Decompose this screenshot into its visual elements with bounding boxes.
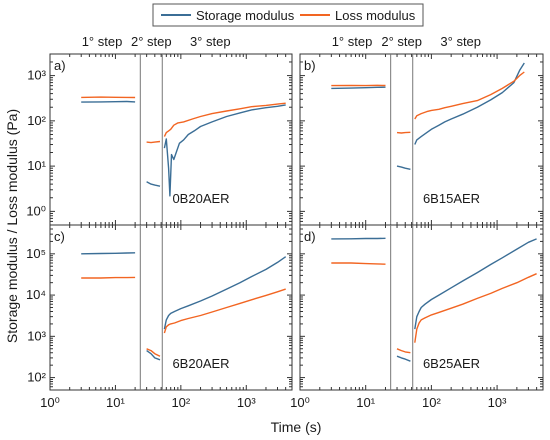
x-tick-label: 10⁰ [40, 395, 60, 410]
panel-3: 10⁰ 10¹ 10² 10³ 10² 10³ 10⁴ 10⁵ c) 6B20AER [26, 224, 293, 410]
y-tick-label: 10⁴ [26, 287, 46, 302]
loss-modulus-series-step-3 [163, 288, 286, 334]
storage-modulus-series-step-3 [414, 62, 525, 145]
panel-frame [299, 53, 544, 226]
step-label-1: 1° step [82, 34, 123, 49]
storage-modulus-series-step-2 [396, 165, 411, 170]
storage-modulus-series-step-3 [163, 104, 286, 197]
panel-letter: d) [304, 229, 316, 244]
loss-modulus-series-step-3 [414, 71, 525, 120]
y-tick-label: 10³ [27, 68, 46, 83]
loss-modulus-series-step-2 [396, 348, 411, 354]
loss-modulus-series-step-2 [396, 131, 411, 134]
step-label-1: 1° step [332, 34, 373, 49]
panel-frame [49, 224, 293, 391]
x-tick-label: 10¹ [356, 395, 375, 410]
legend-storage-label: Storage modulus [196, 8, 295, 23]
step-label-3: 3° step [190, 34, 231, 49]
x-tick-label: 10³ [237, 395, 256, 410]
storage-modulus-series-step-2 [396, 355, 411, 362]
storage-modulus-series-step-2 [146, 350, 161, 361]
storage-modulus-series-step-1 [331, 237, 386, 240]
panel-letter: a) [54, 58, 66, 73]
y-tick-label: 10³ [27, 328, 46, 343]
storage-modulus-series-step-1 [81, 252, 136, 255]
panel-2: 1° step 2° step 3° step b) 6B15AER [299, 34, 544, 226]
loss-modulus-series-step-2 [146, 140, 161, 144]
storage-modulus-series-step-3 [163, 256, 287, 330]
y-tick-label: 10² [27, 370, 46, 385]
sample-label: 6B25AER [423, 356, 480, 371]
storage-modulus-series-step-3 [414, 238, 537, 330]
step-label-2: 2° step [131, 34, 172, 49]
x-tick-label: 10⁰ [290, 395, 310, 410]
step-label-3: 3° step [440, 34, 481, 49]
loss-modulus-series-step-2 [146, 348, 161, 357]
storage-modulus-series-step-1 [331, 86, 386, 90]
sample-label: 6B20AER [172, 356, 229, 371]
sample-label: 6B15AER [423, 191, 480, 206]
storage-modulus-series-step-2 [146, 181, 161, 187]
y-axis-title: Storage modulus / Loss modulus (Pa) [4, 109, 20, 343]
panel-1: 10⁰ 10¹ 10² 10³ 1° step 2° step 3° step a) 0B20A… [26, 34, 293, 226]
panel-letter: c) [54, 229, 65, 244]
y-tick-label: 10⁰ [26, 203, 46, 218]
x-tick-label: 10² [171, 395, 190, 410]
loss-modulus-series-step-1 [81, 276, 136, 279]
x-axis-title: Time (s) [271, 419, 322, 435]
y-tick-label: 10² [27, 113, 46, 128]
y-tick-label: 10¹ [27, 158, 46, 173]
loss-modulus-series-step-1 [331, 262, 386, 265]
panel-4: 10⁰ 10¹ 10² 10³ d) 6B25AER [290, 224, 544, 410]
y-tick-label: 10⁵ [26, 246, 46, 261]
step-label-2: 2° step [381, 34, 422, 49]
storage-modulus-series-step-1 [81, 100, 136, 103]
loss-modulus-series-step-3 [414, 273, 537, 343]
x-tick-label: 10¹ [106, 395, 125, 410]
loss-modulus-series-step-3 [163, 102, 286, 137]
legend-box [152, 3, 424, 27]
x-tick-label: 10² [422, 395, 441, 410]
legend: Storage modulus Loss modulus [152, 3, 424, 27]
legend-loss-label: Loss modulus [335, 8, 416, 23]
panel-letter: b) [304, 58, 316, 73]
x-tick-label: 10³ [488, 395, 507, 410]
sample-label: 0B20AER [172, 191, 229, 206]
panel-frame [49, 53, 293, 226]
